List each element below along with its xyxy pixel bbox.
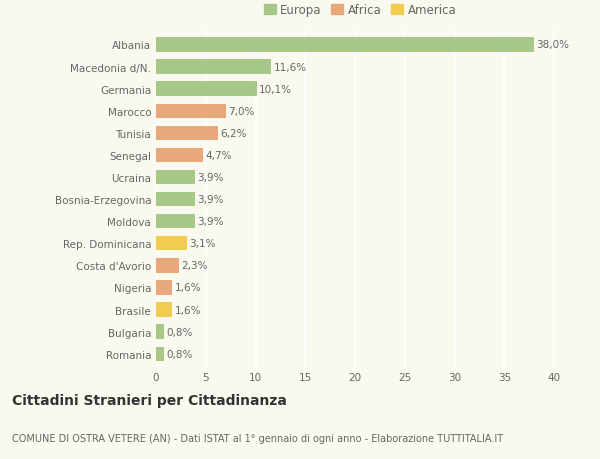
Bar [156, 170, 195, 185]
Text: COMUNE DI OSTRA VETERE (AN) - Dati ISTAT al 1° gennaio di ogni anno - Elaborazio: COMUNE DI OSTRA VETERE (AN) - Dati ISTAT… [12, 433, 503, 442]
Text: 3,9%: 3,9% [197, 173, 224, 183]
Text: 11,6%: 11,6% [274, 62, 307, 73]
Text: 6,2%: 6,2% [220, 129, 247, 139]
Text: 10,1%: 10,1% [259, 84, 292, 95]
Text: 38,0%: 38,0% [536, 40, 569, 50]
Text: Cittadini Stranieri per Cittadinanza: Cittadini Stranieri per Cittadinanza [12, 393, 287, 407]
Text: 1,6%: 1,6% [175, 305, 201, 315]
Text: 0,8%: 0,8% [166, 327, 193, 337]
Bar [156, 280, 172, 295]
Bar [156, 325, 164, 339]
Bar [156, 148, 203, 163]
Text: 2,3%: 2,3% [181, 261, 208, 271]
Bar [156, 258, 179, 273]
Bar [156, 347, 164, 361]
Text: 1,6%: 1,6% [175, 283, 201, 293]
Bar [156, 126, 218, 141]
Bar [156, 236, 187, 251]
Bar [156, 82, 257, 96]
Bar [156, 104, 226, 119]
Bar [156, 214, 195, 229]
Text: 3,9%: 3,9% [197, 195, 224, 205]
Text: 0,8%: 0,8% [166, 349, 193, 359]
Bar [156, 192, 195, 207]
Bar [156, 303, 172, 317]
Text: 7,0%: 7,0% [228, 106, 254, 117]
Legend: Europa, Africa, America: Europa, Africa, America [262, 2, 458, 20]
Text: 4,7%: 4,7% [205, 151, 232, 161]
Bar [156, 60, 271, 74]
Bar [156, 38, 534, 52]
Text: 3,9%: 3,9% [197, 217, 224, 227]
Text: 3,1%: 3,1% [190, 239, 216, 249]
